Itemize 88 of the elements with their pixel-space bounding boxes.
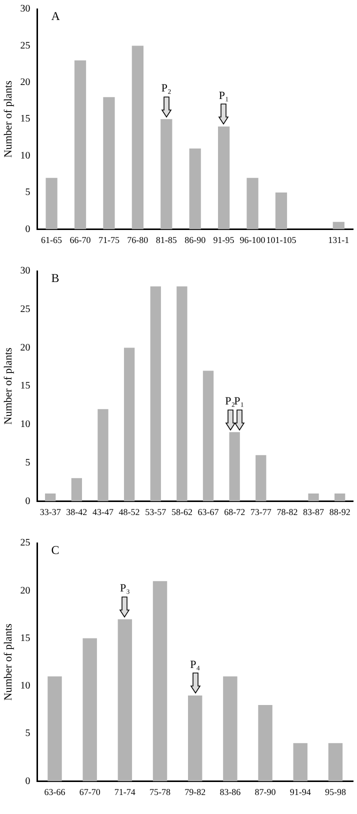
x-tick-label: 79-82 xyxy=(184,786,206,797)
x-tick-label: 63-66 xyxy=(44,786,66,797)
x-tick-label: 96-100 xyxy=(240,234,266,245)
y-tick-label: 0 xyxy=(25,496,30,507)
bar xyxy=(334,494,346,502)
bar xyxy=(48,676,62,782)
y-tick-label: 25 xyxy=(20,538,30,549)
x-tick-label: 91-94 xyxy=(290,786,312,797)
bar xyxy=(308,494,319,502)
x-tick-label: 71-75 xyxy=(98,234,120,245)
bar xyxy=(46,178,58,230)
annotation: P₁ xyxy=(218,90,229,102)
y-tick-label: 15 xyxy=(20,114,30,125)
x-tick-label: 68-72 xyxy=(224,506,246,517)
y-axis-title: Number of plants xyxy=(2,80,14,158)
y-tick-label: 30 xyxy=(20,4,30,15)
x-tick-label: 131-1 xyxy=(328,234,350,245)
bar xyxy=(71,478,82,502)
x-tick-label: 61-65 xyxy=(41,234,63,245)
annotation: P₂ xyxy=(161,82,172,94)
y-axis-title: Number of plants xyxy=(2,624,14,701)
bar xyxy=(189,148,201,230)
bar xyxy=(132,46,144,230)
bar xyxy=(74,60,86,230)
y-tick-label: 15 xyxy=(20,632,30,644)
x-tick-label: 86-90 xyxy=(184,234,206,245)
bar xyxy=(103,97,115,230)
x-tick-label: 101-105 xyxy=(266,234,297,245)
bar xyxy=(124,348,135,502)
annotation: P₁ xyxy=(234,396,244,408)
x-tick-label: 48-52 xyxy=(118,506,140,517)
bar xyxy=(202,370,214,502)
bar xyxy=(328,743,343,782)
bar xyxy=(176,286,188,502)
x-tick-label: 91-95 xyxy=(213,234,235,245)
x-tick-label: 67-70 xyxy=(79,786,101,797)
bar xyxy=(246,178,258,230)
x-tick-label: 43-47 xyxy=(92,506,114,517)
x-tick-label: 71-74 xyxy=(114,786,136,797)
x-tick-label: 73-77 xyxy=(250,506,272,517)
x-tick-label: 83-86 xyxy=(220,786,242,797)
bar xyxy=(332,222,344,230)
x-tick-label: 88-92 xyxy=(329,506,350,517)
x-tick-label: 33-37 xyxy=(40,506,62,517)
y-tick-label: 10 xyxy=(20,419,30,430)
x-tick-label: 78-82 xyxy=(276,506,298,517)
x-tick-label: 95-98 xyxy=(324,786,346,797)
y-tick-label: 0 xyxy=(25,776,30,787)
bar xyxy=(293,743,308,782)
annotation: P₄ xyxy=(190,658,200,671)
y-axis-title: Number of plants xyxy=(2,348,14,425)
y-tick-label: 25 xyxy=(20,304,30,315)
y-tick-label: 5 xyxy=(25,187,30,198)
x-tick-label: 75-78 xyxy=(150,786,172,797)
y-tick-label: 5 xyxy=(25,728,30,740)
annotation: P₂ xyxy=(225,396,236,408)
y-tick-label: 0 xyxy=(25,224,30,235)
chart-title: C xyxy=(51,543,60,558)
x-tick-label: 83-87 xyxy=(303,506,325,517)
x-tick-label: 66-70 xyxy=(70,234,92,245)
x-tick-label: 53-57 xyxy=(145,506,167,517)
bar xyxy=(152,581,168,782)
bar xyxy=(275,192,288,230)
chart-title: A xyxy=(51,9,60,24)
chart-title: B xyxy=(51,271,60,286)
y-tick-label: 30 xyxy=(20,266,30,277)
y-tick-label: 20 xyxy=(20,585,30,596)
x-tick-label: 76-80 xyxy=(127,234,149,245)
x-tick-label: 58-62 xyxy=(171,506,192,517)
bar xyxy=(223,676,238,782)
x-tick-label: 81-85 xyxy=(156,234,178,245)
y-tick-label: 20 xyxy=(20,77,30,88)
bar xyxy=(150,286,161,502)
y-tick-label: 20 xyxy=(20,342,30,354)
y-tick-label: 10 xyxy=(20,150,30,162)
x-tick-label: 38-42 xyxy=(66,506,88,517)
bar xyxy=(256,455,266,502)
y-tick-label: 15 xyxy=(20,380,30,392)
y-tick-label: 5 xyxy=(25,457,30,468)
bar xyxy=(82,638,97,782)
x-tick-label: 87-90 xyxy=(254,786,276,797)
y-tick-label: 25 xyxy=(20,40,30,52)
annotation: P₃ xyxy=(120,582,130,595)
x-tick-label: 63-67 xyxy=(198,506,220,517)
bar xyxy=(258,704,272,782)
bar xyxy=(45,494,56,502)
bar xyxy=(98,409,108,502)
y-tick-label: 10 xyxy=(20,680,30,692)
